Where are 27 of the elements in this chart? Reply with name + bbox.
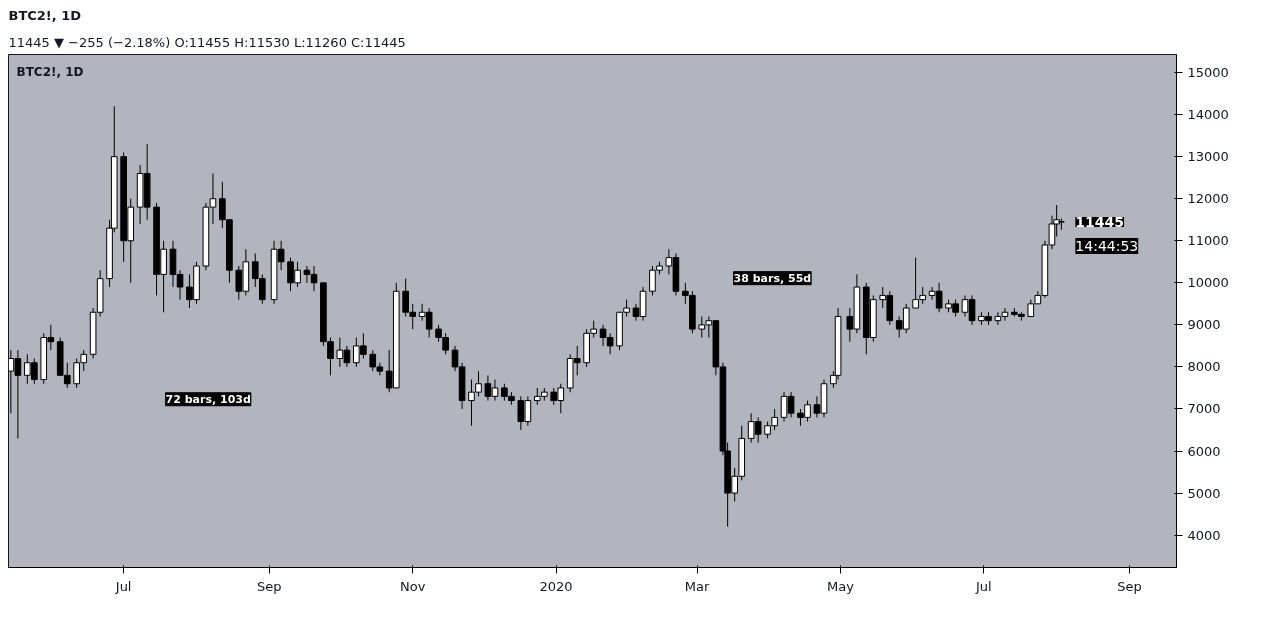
- y-tick-label: 5000: [1187, 485, 1221, 501]
- x-tick-label: Nov: [400, 578, 426, 594]
- y-tick-label: 8000: [1187, 359, 1221, 375]
- y-tick-label: 10000: [1187, 275, 1229, 291]
- annotation: 38 bars, 55d: [733, 271, 812, 285]
- x-tick-label: Jul: [974, 578, 992, 594]
- y-tick-label: 9000: [1187, 317, 1221, 333]
- annotation: BTC2!, 1D: [16, 64, 84, 79]
- y-tick-label: 4000: [1187, 527, 1221, 543]
- y-tick-label: 11000: [1187, 233, 1229, 249]
- x-tick-label: Jul: [114, 578, 132, 594]
- x-tick-label: May: [827, 578, 855, 594]
- annotation: 14:44:53: [1075, 238, 1139, 255]
- y-tick-label: 12000: [1187, 191, 1229, 207]
- x-tick-label: Mar: [684, 578, 710, 594]
- x-tick-label: 2020: [539, 578, 573, 594]
- y-tick-label: 6000: [1187, 443, 1221, 459]
- y-tick-label: 14000: [1187, 107, 1229, 123]
- y-tick-label: 7000: [1187, 401, 1221, 417]
- chart-title: BTC2!, 1D: [8, 7, 82, 23]
- annotation: 11445: [1075, 214, 1125, 231]
- y-tick-label: 15000: [1187, 65, 1229, 81]
- x-tick-label: Sep: [1117, 578, 1142, 594]
- chart-subtitle: 11445 ▼ −255 (−2.18%) O:11455 H:11530 L:11260 C:11445: [8, 34, 406, 50]
- x-tick-label: Sep: [257, 578, 282, 594]
- y-tick-label: 13000: [1187, 149, 1229, 165]
- annotation: 72 bars, 103d: [165, 392, 251, 406]
